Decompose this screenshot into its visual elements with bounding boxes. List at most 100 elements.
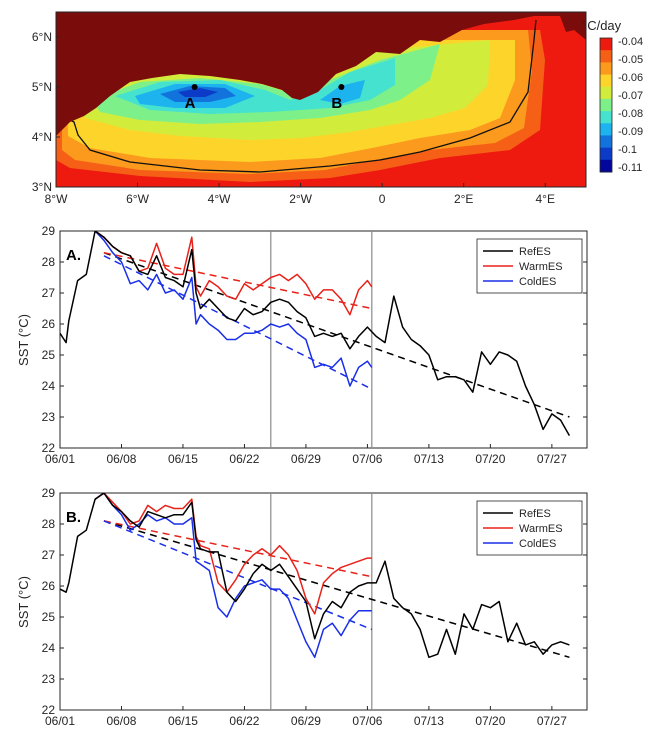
panel-a-chart: 22 23 24 25 26 27 28 29 06/01 06/08 06/15 06/22 06/2… — [16, 224, 588, 466]
series-line-warmes — [94, 231, 373, 316]
y-tick-label: 23 — [42, 672, 56, 686]
panel-b-legend: RefES WarmES ColdES — [476, 500, 583, 556]
map-y-tick-label: 4°N — [32, 130, 52, 144]
x-tick-label: 06/29 — [291, 714, 321, 728]
colorbar-frame — [599, 37, 613, 173]
x-tick-label: 06/01 — [45, 452, 75, 466]
x-tick-label: 06/01 — [45, 714, 75, 728]
x-tick-label: 07/27 — [537, 452, 567, 466]
y-tick-label: 26 — [42, 579, 56, 593]
y-tick-label: 28 — [42, 255, 56, 269]
colorbar-tick-label: -0.1 — [618, 144, 637, 156]
map-x-tick-label: 8°W — [45, 192, 68, 206]
y-tick-label: 27 — [42, 548, 56, 562]
legend-label: WarmES — [519, 261, 563, 273]
map-y-axis: 3°N 4°N 5°N 6°N — [32, 30, 60, 194]
map-x-tick-label: 0 — [379, 192, 386, 206]
x-tick-label: 06/22 — [229, 714, 259, 728]
x-tick-label: 07/13 — [414, 452, 444, 466]
map-point-label: A — [185, 95, 196, 112]
colorbar-segment — [600, 123, 612, 136]
x-tick-label: 06/08 — [106, 452, 136, 466]
map-x-tick-label: 6°W — [126, 192, 149, 206]
y-tick-label: 28 — [42, 517, 56, 531]
panel-b-ylabel: SST (°C) — [16, 576, 31, 628]
y-tick-label: 29 — [42, 486, 56, 500]
y-tick-label: 25 — [42, 610, 56, 624]
trend-line — [103, 520, 570, 659]
x-tick-label: 07/06 — [352, 452, 382, 466]
colorbar-tick-label: -0.08 — [618, 108, 643, 120]
colorbar-tick-label: -0.11 — [618, 162, 642, 174]
y-tick-label: 22 — [42, 703, 56, 717]
colorbar-segment — [600, 111, 612, 124]
y-tick-label: 24 — [42, 641, 56, 655]
map-y-tick-label: 3°N — [32, 180, 52, 194]
colorbar-segment — [600, 135, 612, 149]
panel-a-ylabel: SST (°C) — [16, 314, 31, 366]
x-tick-label: 07/20 — [475, 452, 505, 466]
x-tick-label: 06/15 — [168, 714, 198, 728]
map-x-tick-label: 4°W — [208, 192, 231, 206]
colorbar: -0.04 -0.05 -0.06 -0.07 -0.08 -0.09 -0.1 -0.11 — [599, 36, 643, 174]
y-tick-label: 24 — [42, 379, 56, 393]
colorbar-segment — [600, 38, 612, 51]
map-frame — [55, 11, 587, 188]
x-tick-label: 07/06 — [352, 714, 382, 728]
legend-label: ColdES — [519, 538, 556, 550]
colorbar-tick-label: -0.06 — [618, 72, 643, 84]
colorbar-segment — [600, 74, 612, 88]
map-y-tick-label: 6°N — [32, 30, 52, 44]
series-line-coldes — [94, 231, 373, 387]
map-x-tick-label: 2°W — [289, 192, 312, 206]
trend-line — [103, 255, 373, 390]
legend-box — [476, 500, 583, 556]
x-tick-label: 06/15 — [168, 452, 198, 466]
y-tick-label: 23 — [42, 410, 56, 424]
panel-a-legend: RefES WarmES ColdES — [476, 238, 583, 294]
y-tick-label: 25 — [42, 348, 56, 362]
map-point-marker — [191, 84, 198, 90]
x-tick-label: 07/20 — [475, 714, 505, 728]
x-tick-label: 06/08 — [106, 714, 136, 728]
legend-label: ColdES — [519, 276, 556, 288]
map-x-axis: 8°W 6°W 4°W 2°W 0 2°E 4°E — [45, 183, 555, 206]
map-point-label: B — [331, 95, 342, 112]
panel-b-label: B. — [66, 509, 81, 526]
panel-b-chart: 22 23 24 25 26 27 28 29 06/01 06/08 06/15 06/22 06/2… — [16, 486, 588, 728]
colorbar-segment — [600, 50, 612, 63]
contour-line — [69, 19, 537, 173]
map-x-tick-label: 2°E — [454, 192, 473, 206]
colorbar-tick-label: -0.09 — [618, 126, 643, 138]
colorbar-segment — [600, 98, 612, 112]
legend-label: WarmES — [519, 523, 563, 535]
colorbar-segment — [600, 147, 612, 161]
colorbar-label: °C/day — [582, 18, 622, 33]
land-mask — [56, 12, 586, 136]
colorbar-tick-label: -0.04 — [618, 36, 643, 48]
y-tick-label: 29 — [42, 224, 56, 238]
x-tick-label: 06/22 — [229, 452, 259, 466]
y-tick-label: 27 — [42, 286, 56, 300]
trend-line — [103, 251, 372, 310]
x-tick-label: 06/29 — [291, 452, 321, 466]
x-tick-label: 07/13 — [414, 714, 444, 728]
legend-label: RefES — [519, 246, 551, 258]
trend-line — [103, 520, 372, 578]
colorbar-segment — [600, 62, 612, 76]
map-y-tick-label: 5°N — [32, 80, 52, 94]
series-line-refes — [60, 231, 571, 436]
series-line-warmes — [94, 493, 372, 615]
x-tick-label: 07/27 — [537, 714, 567, 728]
y-tick-label: 22 — [42, 441, 56, 455]
colorbar-segment — [600, 159, 612, 173]
map-x-tick-label: 4°E — [535, 192, 554, 206]
contour-band-9 — [178, 88, 218, 97]
colorbar-tick-label: -0.07 — [618, 90, 643, 102]
colorbar-tick-label: -0.05 — [618, 54, 643, 66]
legend-label: RefES — [519, 508, 551, 520]
colorbar-segment — [600, 86, 612, 100]
